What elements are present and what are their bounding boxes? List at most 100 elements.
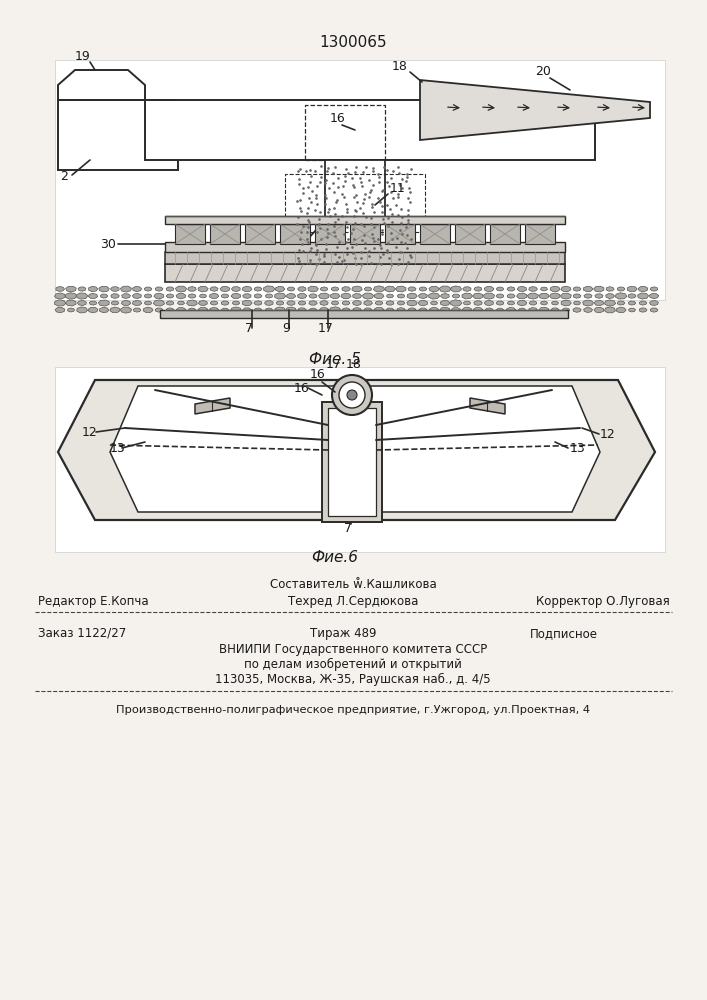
Polygon shape: [429, 308, 439, 313]
Polygon shape: [638, 286, 648, 292]
Polygon shape: [650, 287, 658, 291]
Polygon shape: [166, 301, 174, 305]
Polygon shape: [156, 287, 163, 291]
Text: 18: 18: [346, 358, 362, 371]
Text: 12: 12: [600, 428, 616, 441]
Polygon shape: [332, 287, 339, 291]
Polygon shape: [132, 287, 141, 292]
Polygon shape: [629, 301, 636, 305]
Polygon shape: [264, 301, 273, 305]
Text: 19: 19: [75, 50, 90, 63]
Polygon shape: [583, 286, 593, 292]
Polygon shape: [243, 308, 251, 312]
Polygon shape: [122, 300, 131, 305]
Text: 18: 18: [392, 60, 408, 73]
Polygon shape: [265, 308, 273, 312]
Polygon shape: [551, 301, 559, 305]
Polygon shape: [507, 287, 515, 291]
Text: Фие. 5: Фие. 5: [309, 352, 361, 367]
Polygon shape: [243, 294, 251, 298]
Polygon shape: [440, 294, 449, 298]
Polygon shape: [473, 293, 483, 299]
Bar: [420, 224, 450, 244]
Polygon shape: [452, 294, 460, 298]
Polygon shape: [155, 308, 163, 312]
Polygon shape: [462, 293, 472, 299]
Polygon shape: [318, 293, 329, 299]
Polygon shape: [66, 293, 77, 299]
Polygon shape: [627, 286, 637, 292]
Polygon shape: [527, 293, 539, 299]
Polygon shape: [395, 286, 406, 292]
Polygon shape: [329, 307, 341, 313]
Polygon shape: [222, 308, 228, 312]
Polygon shape: [143, 307, 153, 313]
Polygon shape: [594, 286, 604, 292]
Polygon shape: [353, 294, 362, 299]
Polygon shape: [198, 307, 208, 313]
Bar: [385, 224, 415, 244]
Polygon shape: [474, 301, 482, 305]
Polygon shape: [563, 308, 570, 312]
Polygon shape: [198, 286, 209, 292]
Polygon shape: [539, 293, 549, 299]
Polygon shape: [617, 307, 626, 313]
Polygon shape: [518, 308, 525, 312]
Polygon shape: [111, 294, 119, 298]
Polygon shape: [431, 301, 438, 305]
Polygon shape: [175, 286, 187, 292]
Polygon shape: [419, 287, 427, 291]
Polygon shape: [154, 293, 164, 299]
Text: Корректор О.Луговая: Корректор О.Луговая: [536, 595, 670, 608]
Polygon shape: [573, 287, 581, 291]
Text: 17: 17: [326, 358, 342, 371]
Polygon shape: [209, 307, 218, 312]
Polygon shape: [188, 294, 196, 298]
Polygon shape: [176, 293, 186, 299]
Polygon shape: [255, 294, 262, 298]
Polygon shape: [584, 308, 592, 312]
Polygon shape: [280, 160, 430, 270]
Polygon shape: [58, 380, 655, 520]
Polygon shape: [330, 293, 340, 299]
Polygon shape: [573, 294, 581, 298]
Polygon shape: [110, 307, 120, 313]
Polygon shape: [287, 301, 295, 305]
Bar: [165, 216, 565, 224]
Text: Составитель ẘ.Кашликова: Составитель ẘ.Кашликова: [269, 578, 436, 591]
Polygon shape: [288, 287, 295, 291]
Bar: [285, 174, 425, 232]
Polygon shape: [529, 308, 537, 312]
Polygon shape: [606, 294, 614, 298]
Polygon shape: [650, 294, 659, 299]
Polygon shape: [276, 301, 284, 305]
Polygon shape: [144, 294, 151, 298]
Polygon shape: [210, 287, 218, 291]
Bar: [210, 224, 240, 244]
Polygon shape: [450, 286, 462, 292]
Text: Редактор Е.Копча: Редактор Е.Копча: [38, 595, 148, 608]
Polygon shape: [99, 286, 110, 292]
Polygon shape: [320, 301, 328, 305]
Polygon shape: [58, 70, 145, 100]
Polygon shape: [275, 307, 286, 313]
Text: 2: 2: [60, 170, 68, 183]
Polygon shape: [584, 294, 592, 298]
Polygon shape: [298, 294, 307, 299]
Polygon shape: [66, 286, 76, 292]
Polygon shape: [110, 386, 600, 512]
Polygon shape: [440, 307, 450, 313]
Polygon shape: [496, 308, 503, 312]
Circle shape: [339, 382, 365, 408]
Polygon shape: [195, 398, 230, 414]
Bar: [280, 224, 310, 244]
Polygon shape: [594, 300, 604, 306]
Polygon shape: [320, 308, 328, 313]
Polygon shape: [474, 287, 481, 291]
Polygon shape: [407, 300, 417, 306]
Bar: [160, 310, 568, 318]
Polygon shape: [462, 307, 472, 313]
Polygon shape: [255, 287, 262, 291]
Polygon shape: [551, 308, 559, 312]
Text: 11: 11: [390, 182, 406, 195]
